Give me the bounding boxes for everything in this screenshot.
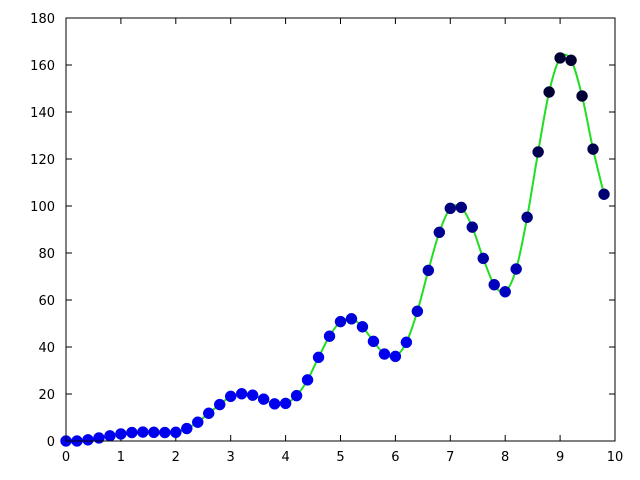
y-tick-label: 160 bbox=[30, 59, 55, 74]
x-tick-label: 1 bbox=[117, 450, 125, 465]
x-tick-label: 4 bbox=[281, 450, 289, 465]
data-point bbox=[378, 348, 391, 360]
x-tick-label: 2 bbox=[172, 450, 180, 465]
data-point bbox=[235, 388, 248, 400]
x-tick-label: 0 bbox=[62, 450, 70, 465]
x-tick-label: 9 bbox=[556, 450, 564, 465]
data-point bbox=[400, 336, 413, 349]
data-point bbox=[532, 146, 544, 158]
data-points bbox=[60, 52, 610, 447]
data-point bbox=[323, 330, 336, 342]
data-point bbox=[345, 313, 358, 325]
y-tick-label: 20 bbox=[38, 388, 55, 403]
y-tick-label: 80 bbox=[38, 247, 55, 262]
data-point bbox=[181, 422, 193, 435]
data-point bbox=[554, 52, 566, 64]
data-point bbox=[126, 426, 138, 439]
data-point bbox=[202, 407, 215, 420]
x-tick-label: 6 bbox=[391, 450, 399, 465]
x-tick-label: 10 bbox=[607, 450, 624, 465]
data-point bbox=[411, 305, 424, 318]
data-point bbox=[290, 389, 303, 402]
data-point bbox=[389, 350, 402, 363]
y-tick-label: 60 bbox=[38, 294, 55, 309]
data-point bbox=[565, 54, 577, 67]
data-point bbox=[159, 426, 171, 439]
data-point bbox=[499, 286, 511, 298]
y-tick-label: 0 bbox=[47, 435, 55, 450]
data-point bbox=[82, 434, 94, 446]
data-point bbox=[279, 397, 292, 410]
data-point bbox=[334, 315, 347, 328]
data-point bbox=[521, 211, 533, 224]
data-point bbox=[224, 390, 237, 403]
y-tick-label: 100 bbox=[30, 200, 55, 215]
data-point bbox=[367, 335, 380, 348]
x-tick-label: 5 bbox=[336, 450, 344, 465]
data-point bbox=[488, 278, 500, 291]
data-point bbox=[477, 252, 489, 265]
x-tick-label: 8 bbox=[501, 450, 509, 465]
data-point bbox=[433, 226, 446, 239]
data-point bbox=[312, 351, 325, 364]
data-point bbox=[192, 416, 204, 428]
data-point bbox=[213, 398, 226, 411]
x-tick-label: 3 bbox=[227, 450, 235, 465]
data-point bbox=[543, 86, 555, 98]
data-point bbox=[93, 432, 105, 444]
data-point bbox=[466, 221, 479, 233]
y-tick-label: 40 bbox=[38, 341, 55, 356]
data-point bbox=[137, 426, 149, 438]
data-point bbox=[104, 430, 116, 442]
data-point bbox=[115, 428, 127, 440]
data-point bbox=[170, 426, 182, 439]
data-point bbox=[510, 263, 522, 275]
data-point bbox=[246, 389, 259, 401]
data-point bbox=[455, 201, 468, 214]
data-point bbox=[268, 398, 281, 410]
data-point bbox=[444, 202, 457, 215]
y-tick-label: 120 bbox=[30, 153, 55, 168]
y-tick-label: 180 bbox=[30, 12, 55, 27]
data-point bbox=[257, 393, 270, 405]
data-point bbox=[598, 188, 610, 200]
y-tick-label: 140 bbox=[30, 106, 55, 121]
x-tick-label: 7 bbox=[446, 450, 454, 465]
data-point bbox=[148, 426, 160, 439]
data-point bbox=[301, 374, 314, 386]
data-point bbox=[422, 264, 435, 277]
data-point bbox=[576, 90, 588, 102]
plot-frame bbox=[65, 17, 616, 442]
data-point bbox=[587, 143, 599, 155]
data-point bbox=[356, 321, 369, 333]
